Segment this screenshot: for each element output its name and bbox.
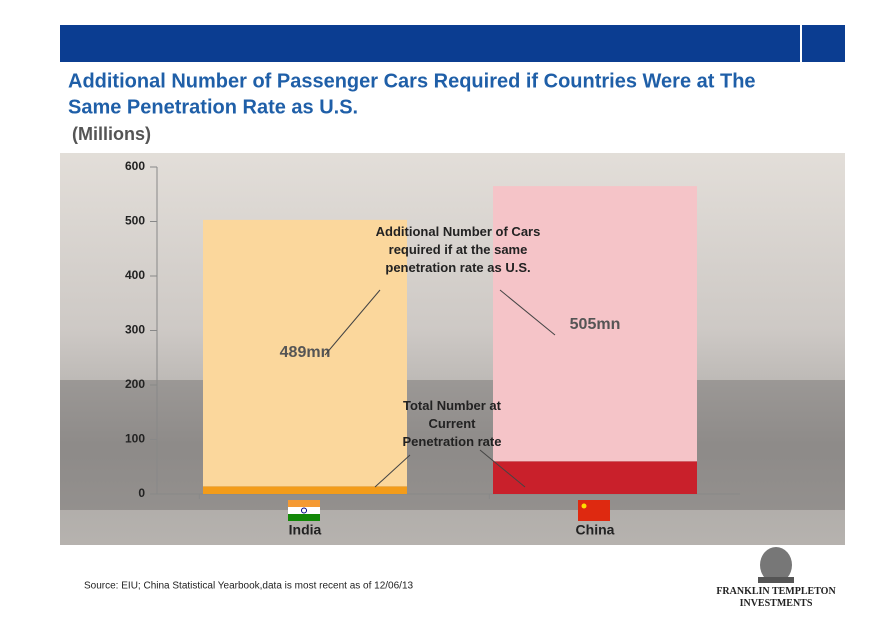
arrow [479,449,526,488]
value-label: 489mn [280,344,331,361]
arrow [374,454,411,488]
india-flag [288,500,320,521]
value-label: 505mn [570,316,621,333]
x-tick-label: China [576,522,615,538]
logo: FRANKLIN TEMPLETON INVESTMENTS [716,586,836,609]
china-flag [578,500,610,521]
y-tick-label: 400 [125,268,145,282]
header-bar [60,25,845,62]
y-tick-label: 300 [125,323,145,337]
background-cars [60,380,845,510]
logo-text: FRANKLIN TEMPLETON INVESTMENTS [716,586,836,609]
y-tick-label: 500 [125,214,145,228]
arrow [324,289,381,356]
chart-subtitle: (Millions) [72,124,151,144]
arrow [499,289,556,336]
x-tick-label: India [289,522,322,538]
y-tick-label: 200 [125,377,145,391]
bar-segment [203,219,407,487]
y-tick-label: 100 [125,432,145,446]
bar-segment [493,186,697,462]
chart-title-line: Additional Number of Passenger Cars Requ… [68,70,756,92]
annotation: Total Number at Current Penetration rate [402,398,502,449]
source-note: Source: EIU; China Statistical Yearbook,… [84,581,414,592]
y-tick-label: 0 [138,486,145,500]
bar-segment [493,461,697,494]
annotation: Additional Number of Cars required if at… [375,224,541,275]
logo-icon [758,547,794,583]
background-photo [60,153,845,545]
chart-title-line: Same Penetration Rate as U.S. [68,96,358,118]
y-tick-label: 600 [125,159,145,173]
bar-segment [203,486,407,494]
